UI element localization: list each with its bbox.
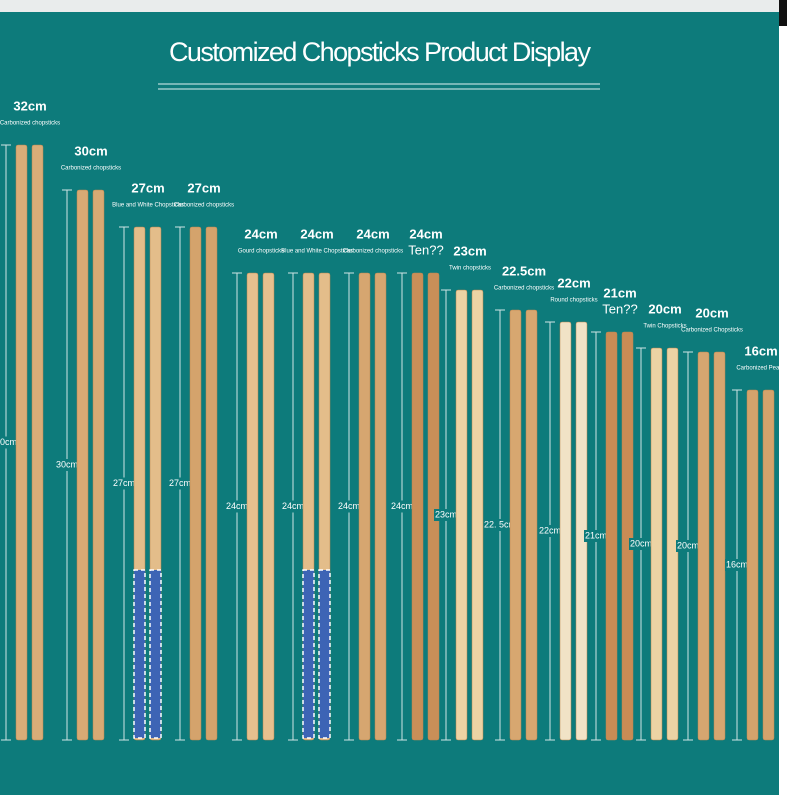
chopstick xyxy=(427,272,440,741)
chopstick xyxy=(471,289,484,741)
size-label: 30cm xyxy=(74,143,107,158)
size-label: 16cm xyxy=(744,343,777,358)
chopstick xyxy=(262,272,275,741)
label-bg xyxy=(225,500,249,513)
label-bg xyxy=(55,459,79,471)
label-bg xyxy=(112,477,136,490)
chopstick xyxy=(713,351,726,741)
dimension-label: 20cm xyxy=(677,540,699,550)
dimension-label: 22. 5cm xyxy=(484,519,516,529)
chopstick xyxy=(205,226,218,741)
chopstick xyxy=(621,331,634,741)
dimension-label: 20cm xyxy=(630,538,652,548)
size-label: 21cm xyxy=(603,285,636,300)
product-name: Blue and White Chopsticks xyxy=(281,249,353,255)
chopstick xyxy=(411,272,424,741)
product-name: Carbonized chopsticks xyxy=(0,121,60,127)
size-label: 20cm xyxy=(695,305,728,320)
dimension-label: 30cm xyxy=(56,459,78,469)
product-name: Carbonized chopsticks xyxy=(343,249,403,255)
edge-strip xyxy=(779,0,787,26)
porcelain-pattern xyxy=(318,569,331,739)
size-label: 27cm xyxy=(131,180,164,195)
chopstick xyxy=(374,272,387,741)
product-name: Carbonized chopsticks xyxy=(61,166,121,172)
size-label: 23cm xyxy=(453,243,486,258)
product-name: Round chopsticks xyxy=(550,298,597,304)
dimension-label: 24cm xyxy=(338,501,360,511)
chopstick xyxy=(358,272,371,741)
product-name: Carbonized chopsticks xyxy=(174,203,234,209)
label-bg xyxy=(0,436,18,449)
dimension-label: 24cm xyxy=(226,501,248,511)
size-label: 22.5cm xyxy=(502,263,546,278)
product-name: Ten?? xyxy=(408,242,443,257)
product-name: Blue and White Chopsticks xyxy=(112,203,184,209)
size-label: 22cm xyxy=(557,275,590,290)
dimension-label: 22cm xyxy=(539,525,561,535)
label-bg xyxy=(629,538,653,550)
porcelain-pattern xyxy=(133,569,146,739)
label-bg xyxy=(337,500,361,513)
chopstick xyxy=(525,309,538,741)
label-bg xyxy=(725,559,749,571)
label-bg xyxy=(281,500,305,513)
dimension-label: 21cm xyxy=(585,530,607,540)
chopstick xyxy=(31,144,44,741)
label-bg xyxy=(168,477,192,490)
size-label: 32cm xyxy=(13,98,46,113)
porcelain-pattern xyxy=(302,569,315,739)
chopstick xyxy=(762,389,775,741)
chopstick xyxy=(189,226,202,741)
product-name: Twin Chopsticks xyxy=(643,324,686,330)
dimension-label: 23cm xyxy=(435,509,457,519)
dimension-label: 27cm xyxy=(169,478,191,488)
size-label: 24cm xyxy=(244,226,277,241)
dimension-label: 27cm xyxy=(113,478,135,488)
product-name: Ten?? xyxy=(602,301,637,316)
label-bg xyxy=(676,540,700,552)
chopstick xyxy=(650,347,663,741)
label-bg xyxy=(538,525,562,537)
product-name: Twin chopsticks xyxy=(449,266,491,272)
dimension-label: 30cm xyxy=(0,437,17,447)
chopstick xyxy=(746,389,759,741)
chopstick xyxy=(76,189,89,741)
label-bg xyxy=(584,530,608,542)
product-name: Carbonized chopsticks xyxy=(494,286,554,292)
size-label: 24cm xyxy=(300,226,333,241)
product-name: Carbonized Chopsticks xyxy=(681,328,743,334)
top-band xyxy=(0,0,779,12)
chopstick xyxy=(559,321,572,741)
title: Customized Chopsticks Product Display xyxy=(169,37,592,67)
label-bg xyxy=(488,519,512,531)
size-label: 27cm xyxy=(187,180,220,195)
dimension-label: 24cm xyxy=(282,501,304,511)
chopstick xyxy=(605,331,618,741)
chopstick xyxy=(455,289,468,741)
size-label: 24cm xyxy=(356,226,389,241)
chopstick xyxy=(509,309,522,741)
chopstick xyxy=(15,144,28,741)
size-label: 24cm xyxy=(409,226,442,241)
chopstick xyxy=(697,351,710,741)
dimension-label: 24cm xyxy=(391,501,413,511)
label-bg xyxy=(434,509,458,521)
dimension-label: 16cm xyxy=(726,559,748,569)
product-name: Gourd chopsticks xyxy=(238,249,284,255)
chopstick xyxy=(246,272,259,741)
porcelain-pattern xyxy=(149,569,162,739)
chopstick xyxy=(92,189,105,741)
label-bg xyxy=(390,500,414,513)
product-name: Carbonized Peach xyxy=(736,366,785,372)
size-label: 20cm xyxy=(648,301,681,316)
